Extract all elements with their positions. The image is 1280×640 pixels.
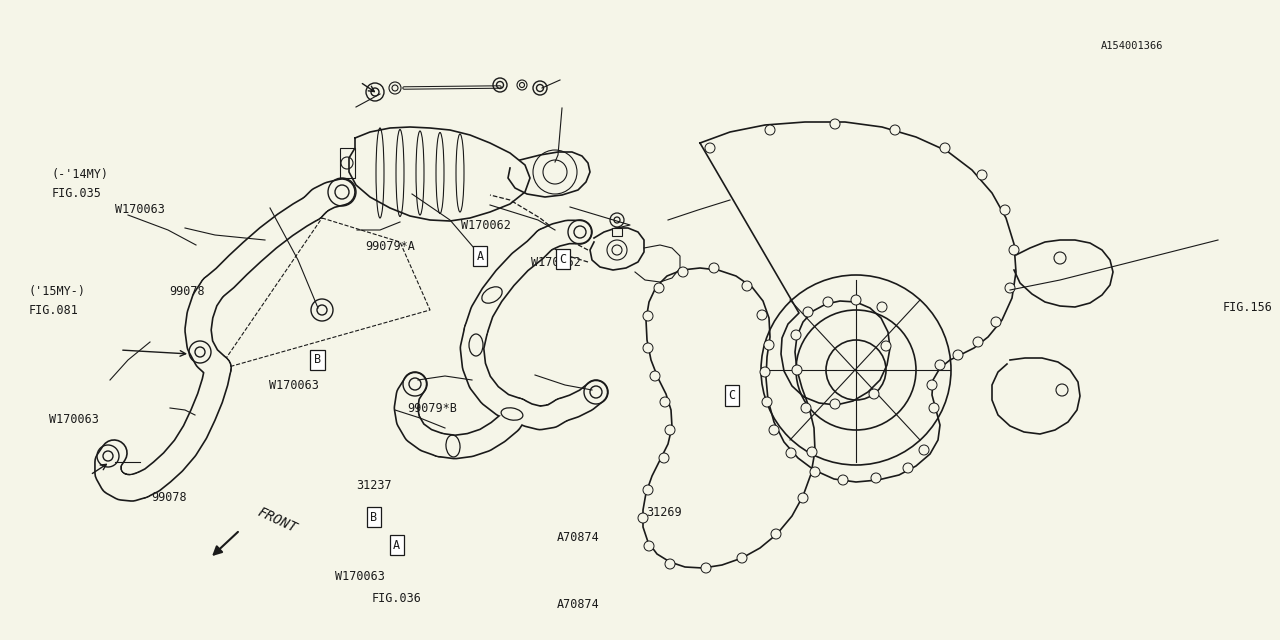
Circle shape [1053,252,1066,264]
Circle shape [870,473,881,483]
Circle shape [666,425,675,435]
Circle shape [643,343,653,353]
Text: 99079*B: 99079*B [407,402,457,415]
Text: A70874: A70874 [557,598,599,611]
Circle shape [991,317,1001,327]
Text: A: A [393,539,401,552]
Text: W170063: W170063 [115,204,165,216]
Circle shape [659,453,669,463]
Circle shape [869,389,879,399]
Text: 99079*A: 99079*A [365,240,415,253]
Text: W170063: W170063 [269,379,319,392]
Circle shape [705,143,716,153]
Circle shape [1005,283,1015,293]
Circle shape [881,341,891,351]
Circle shape [806,447,817,457]
Text: B: B [370,511,378,524]
Text: 31237: 31237 [356,479,392,492]
Text: W170062: W170062 [531,256,581,269]
Text: A: A [476,250,484,262]
Circle shape [829,119,840,129]
Circle shape [890,125,900,135]
Circle shape [810,467,820,477]
Circle shape [791,330,801,340]
Circle shape [797,493,808,503]
Text: FRONT: FRONT [255,505,298,535]
Circle shape [637,513,648,523]
Circle shape [765,125,774,135]
Text: W170063: W170063 [335,570,385,582]
Text: FIG.036: FIG.036 [371,592,421,605]
Circle shape [701,563,710,573]
Circle shape [902,463,913,473]
Circle shape [823,297,833,307]
Text: FIG.035: FIG.035 [51,187,101,200]
Text: FIG.156: FIG.156 [1222,301,1272,314]
Circle shape [654,283,664,293]
Circle shape [829,399,840,409]
Text: A154001366: A154001366 [1101,41,1164,51]
Circle shape [954,350,963,360]
Circle shape [838,475,849,485]
Text: W170062: W170062 [461,219,511,232]
Circle shape [756,310,767,320]
Circle shape [786,448,796,458]
Circle shape [643,485,653,495]
Circle shape [1056,384,1068,396]
Circle shape [929,403,940,413]
Circle shape [709,263,719,273]
Circle shape [742,281,753,291]
Circle shape [927,380,937,390]
Circle shape [643,311,653,321]
Bar [612,228,622,236]
Circle shape [1009,245,1019,255]
Text: A70874: A70874 [557,531,599,544]
Circle shape [666,559,675,569]
Circle shape [803,307,813,317]
Circle shape [650,371,660,381]
Text: (-'14MY): (-'14MY) [51,168,109,180]
Text: 99078: 99078 [151,492,187,504]
Circle shape [940,143,950,153]
Circle shape [769,425,780,435]
Circle shape [1000,205,1010,215]
Text: FIG.081: FIG.081 [28,304,78,317]
Circle shape [764,340,774,350]
Text: C: C [728,389,736,402]
Circle shape [678,267,689,277]
Text: ('15MY-): ('15MY-) [28,285,86,298]
Circle shape [771,529,781,539]
Circle shape [760,367,771,377]
Circle shape [762,397,772,407]
Circle shape [977,170,987,180]
Circle shape [851,295,861,305]
Circle shape [919,445,929,455]
Circle shape [934,360,945,370]
Circle shape [801,403,812,413]
Bar [340,148,355,178]
Text: W170063: W170063 [49,413,99,426]
Circle shape [973,337,983,347]
Text: 99078: 99078 [169,285,205,298]
Circle shape [737,553,748,563]
Text: C: C [559,253,567,266]
Circle shape [660,397,669,407]
Circle shape [877,302,887,312]
Circle shape [644,541,654,551]
Text: B: B [314,353,321,366]
Circle shape [792,365,803,375]
Text: 31269: 31269 [646,506,682,518]
